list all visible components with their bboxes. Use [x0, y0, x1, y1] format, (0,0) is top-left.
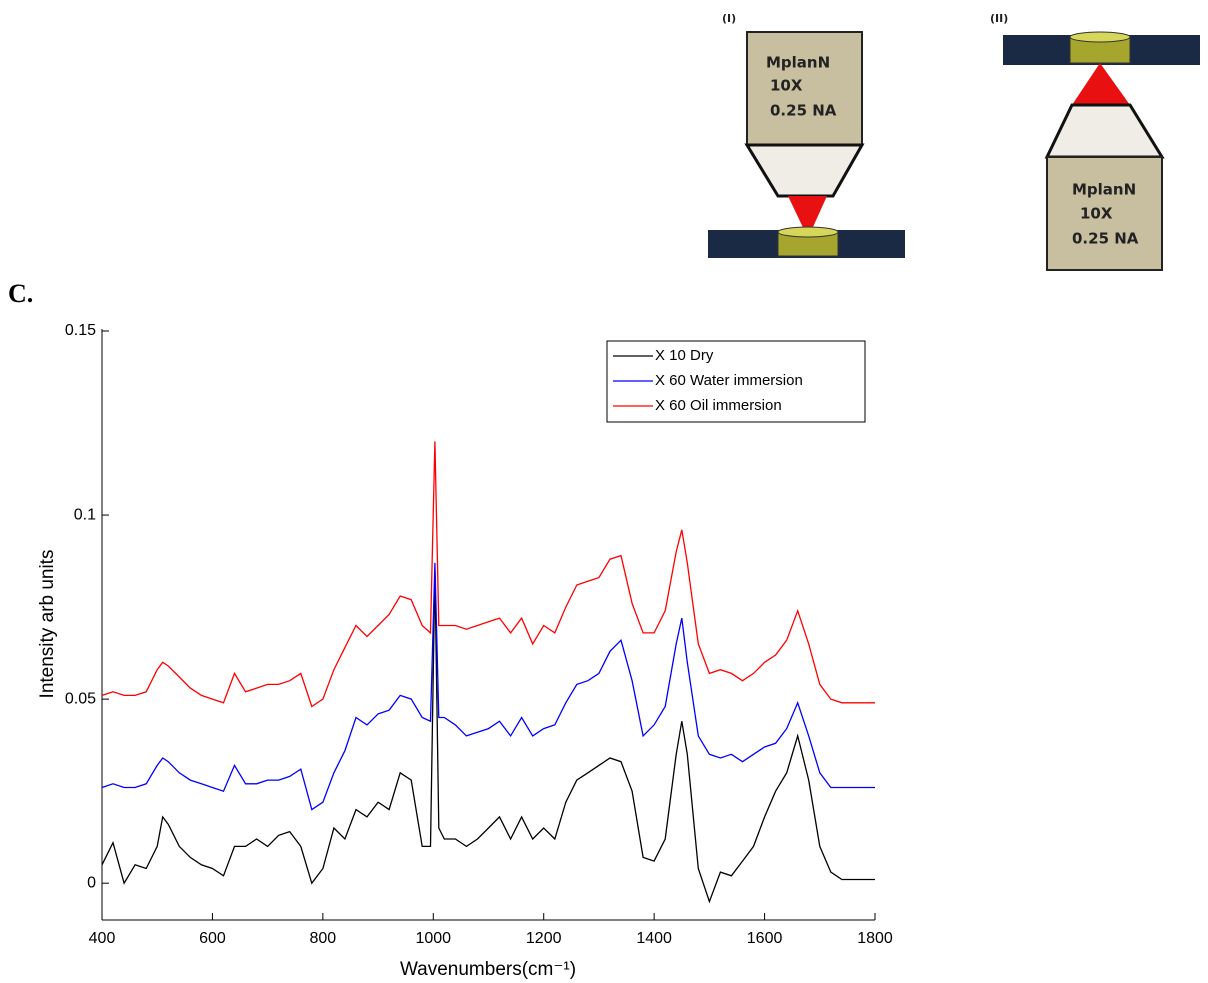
objective-text: 10X	[1080, 205, 1113, 223]
x-tick-label: 1200	[526, 930, 562, 947]
x-tick-label: 600	[199, 930, 226, 947]
x-tick-label: 800	[310, 930, 337, 947]
laser-beam	[1072, 63, 1130, 105]
panel-label: C.	[8, 279, 33, 308]
objective-lens	[744, 143, 865, 198]
diagram-one: (I) MplanN 10X 0.25 NA	[708, 12, 905, 258]
objective-text: MplanN	[1072, 181, 1136, 199]
objective-text: 0.25 NA	[1072, 230, 1139, 248]
x-tick-label: 1400	[636, 930, 672, 947]
laser-beam	[788, 196, 827, 238]
objective-body	[1046, 156, 1163, 271]
objective-text: 10X	[770, 77, 803, 95]
legend-label: X 60 Water immersion	[655, 372, 803, 389]
legend-label: X 60 Oil immersion	[655, 397, 782, 414]
x-tick-label: 1800	[857, 930, 893, 947]
y-tick-label: 0.15	[65, 322, 96, 339]
diagram-two: (II) MplanN 10X 0.25 NA	[990, 12, 1200, 271]
x-tick-label: 1000	[415, 930, 451, 947]
x-axis-label: Wavenumbers(cm⁻¹)	[400, 959, 576, 980]
diagram-label: (I)	[722, 12, 736, 25]
series-line	[101, 570, 875, 904]
series-line	[101, 441, 875, 708]
x-tick-label: 1600	[747, 930, 783, 947]
x-tick-label: 400	[89, 930, 116, 947]
legend-label: X 10 Dry	[655, 347, 714, 364]
objective-text: MplanN	[766, 54, 830, 72]
objective-lens	[1044, 103, 1165, 159]
y-tick-label: 0.1	[74, 506, 96, 523]
objective-text: 0.25 NA	[770, 102, 837, 120]
diagram-label: (II)	[990, 12, 1008, 25]
sample-top	[777, 226, 839, 238]
sample-top	[1069, 31, 1131, 43]
y-axis-label: Intensity arb units	[37, 550, 58, 699]
objective-body	[746, 31, 863, 146]
y-tick-label: 0	[87, 874, 96, 891]
y-tick-label: 0.05	[65, 690, 96, 707]
series-line	[101, 562, 875, 811]
